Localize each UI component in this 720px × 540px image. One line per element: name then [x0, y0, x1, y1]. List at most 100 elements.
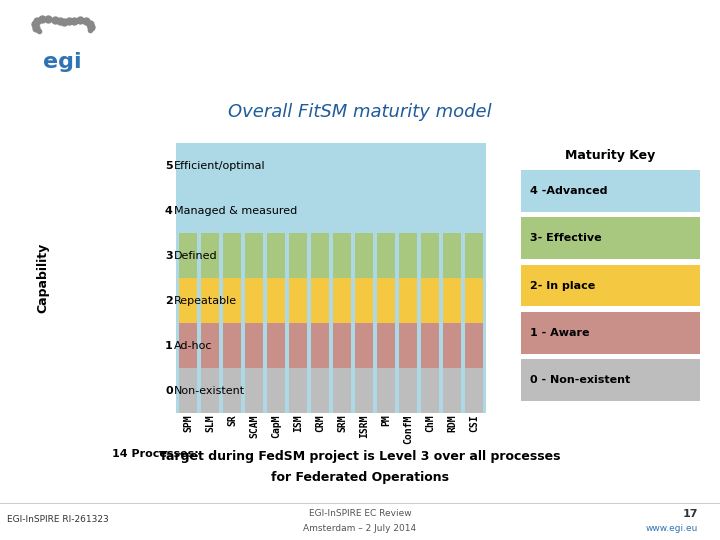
- Bar: [333, 188, 351, 233]
- FancyBboxPatch shape: [521, 265, 700, 306]
- Bar: [267, 188, 285, 233]
- FancyBboxPatch shape: [0, 503, 720, 504]
- Bar: [443, 188, 461, 233]
- Bar: [179, 368, 197, 413]
- Bar: [443, 278, 461, 323]
- Bar: [311, 368, 329, 413]
- Text: Overall FitSM maturity model: Overall FitSM maturity model: [228, 103, 492, 120]
- Bar: [246, 233, 264, 278]
- Text: Capability: Capability: [37, 243, 50, 313]
- Text: 4 -Advanced: 4 -Advanced: [530, 186, 608, 196]
- Bar: [465, 368, 483, 413]
- Text: 0: 0: [165, 386, 173, 396]
- Text: EGI-InSPIRE EC Review: EGI-InSPIRE EC Review: [309, 509, 411, 518]
- Bar: [179, 188, 197, 233]
- Bar: [289, 188, 307, 233]
- Bar: [289, 233, 307, 278]
- Bar: [223, 323, 241, 368]
- Bar: [246, 323, 264, 368]
- Bar: [399, 368, 417, 413]
- Bar: [267, 323, 285, 368]
- Text: Repeatable: Repeatable: [174, 295, 238, 306]
- Text: Non-existent: Non-existent: [174, 386, 246, 396]
- Bar: [289, 278, 307, 323]
- Bar: [355, 323, 373, 368]
- Bar: [246, 188, 264, 233]
- Bar: [333, 278, 351, 323]
- Bar: [333, 323, 351, 368]
- FancyBboxPatch shape: [521, 359, 700, 401]
- Bar: [377, 188, 395, 233]
- FancyBboxPatch shape: [521, 170, 700, 212]
- Bar: [399, 323, 417, 368]
- Text: EGI-InSPIRE RI-261323: EGI-InSPIRE RI-261323: [7, 515, 109, 524]
- Bar: [311, 278, 329, 323]
- Text: 1: 1: [165, 341, 173, 350]
- Bar: [223, 278, 241, 323]
- Bar: [443, 233, 461, 278]
- Text: 3- Effective: 3- Effective: [530, 233, 602, 244]
- Text: Target during FedSM project is Level 3 over all processes: Target during FedSM project is Level 3 o…: [159, 450, 561, 463]
- Text: 1 - Aware: 1 - Aware: [530, 328, 590, 338]
- Text: for Federated Operations: for Federated Operations: [271, 471, 449, 484]
- Text: 0 - Non-existent: 0 - Non-existent: [530, 375, 630, 385]
- Bar: [267, 368, 285, 413]
- Bar: [289, 368, 307, 413]
- Bar: [202, 278, 220, 323]
- Bar: [421, 368, 439, 413]
- Text: 2- In place: 2- In place: [530, 280, 595, 291]
- Bar: [333, 368, 351, 413]
- Bar: [355, 278, 373, 323]
- Text: 14 Processes:: 14 Processes:: [112, 449, 198, 458]
- Bar: [246, 368, 264, 413]
- Bar: [246, 278, 264, 323]
- Text: Defined: Defined: [174, 251, 218, 261]
- Bar: [377, 368, 395, 413]
- Bar: [311, 323, 329, 368]
- Bar: [465, 233, 483, 278]
- Text: 3: 3: [165, 251, 173, 261]
- Text: Maturity Key: Maturity Key: [565, 148, 655, 161]
- Text: Ad-hoc: Ad-hoc: [174, 341, 212, 350]
- Bar: [421, 233, 439, 278]
- Bar: [465, 278, 483, 323]
- Bar: [223, 368, 241, 413]
- Bar: [465, 323, 483, 368]
- Bar: [179, 233, 197, 278]
- Bar: [355, 233, 373, 278]
- Bar: [377, 278, 395, 323]
- Bar: [311, 233, 329, 278]
- Bar: [223, 233, 241, 278]
- FancyBboxPatch shape: [521, 217, 700, 259]
- Bar: [267, 233, 285, 278]
- Bar: [202, 368, 220, 413]
- Bar: [179, 278, 197, 323]
- Bar: [465, 188, 483, 233]
- Bar: [202, 233, 220, 278]
- Bar: [399, 233, 417, 278]
- Bar: [355, 368, 373, 413]
- Text: www.egi.eu: www.egi.eu: [646, 524, 698, 533]
- Bar: [289, 323, 307, 368]
- Text: egi: egi: [42, 52, 81, 72]
- Bar: [377, 233, 395, 278]
- Bar: [179, 323, 197, 368]
- Bar: [399, 278, 417, 323]
- Text: ITSM Maturity Assessment: ITSM Maturity Assessment: [215, 32, 591, 57]
- Bar: [333, 233, 351, 278]
- FancyBboxPatch shape: [521, 312, 700, 354]
- Bar: [421, 323, 439, 368]
- Text: Managed & measured: Managed & measured: [174, 206, 297, 215]
- Text: 5: 5: [165, 160, 173, 171]
- Text: Efficient/optimal: Efficient/optimal: [174, 160, 266, 171]
- Bar: [377, 323, 395, 368]
- Bar: [421, 278, 439, 323]
- Text: 17: 17: [683, 509, 698, 519]
- Bar: [443, 368, 461, 413]
- Bar: [267, 278, 285, 323]
- Bar: [443, 323, 461, 368]
- Text: 2: 2: [165, 295, 173, 306]
- Text: Amsterdam – 2 July 2014: Amsterdam – 2 July 2014: [303, 524, 417, 533]
- Text: 4: 4: [165, 206, 173, 215]
- Bar: [202, 323, 220, 368]
